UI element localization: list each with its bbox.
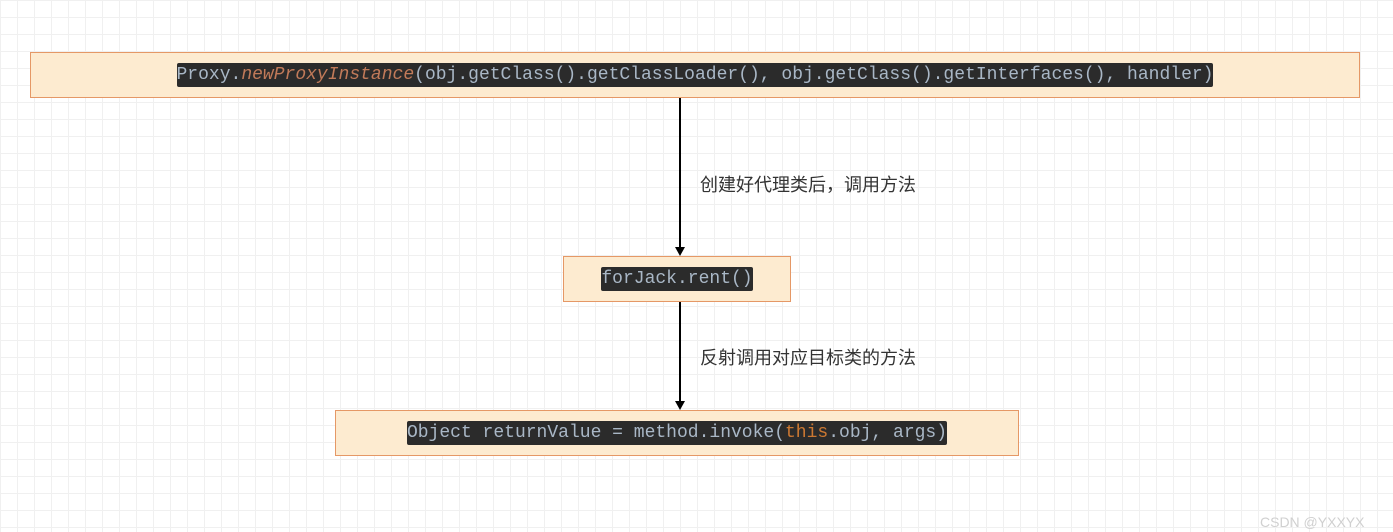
code-snippet: Proxy.newProxyInstance(obj.getClass().ge… (177, 63, 1214, 87)
watermark-text: CSDN @YXXYX (1260, 514, 1364, 530)
edge-line (679, 302, 681, 402)
code-token: Proxy. (177, 65, 242, 85)
code-token: .obj, args) (828, 423, 947, 443)
code-token: Object returnValue = method.invoke( (407, 423, 785, 443)
flowchart-canvas: Proxy.newProxyInstance(obj.getClass().ge… (0, 0, 1393, 532)
edge-line (679, 98, 681, 248)
code-snippet: Object returnValue = method.invoke(this.… (407, 421, 947, 445)
code-snippet: forJack.rent() (601, 267, 752, 291)
edge-label: 反射调用对应目标类的方法 (700, 344, 916, 370)
flowchart-node-n3: Object returnValue = method.invoke(this.… (335, 410, 1019, 456)
flowchart-node-n2: forJack.rent() (563, 256, 791, 302)
edge-label: 创建好代理类后，调用方法 (700, 171, 916, 197)
code-token: this (785, 423, 828, 443)
flowchart-node-n1: Proxy.newProxyInstance(obj.getClass().ge… (30, 52, 1360, 98)
edge-arrowhead-icon (675, 247, 685, 256)
edge-arrowhead-icon (675, 401, 685, 410)
code-token: forJack.rent() (601, 269, 752, 289)
code-token: newProxyInstance (241, 65, 414, 85)
code-token: (obj.getClass().getClassLoader(), obj.ge… (414, 65, 1213, 85)
